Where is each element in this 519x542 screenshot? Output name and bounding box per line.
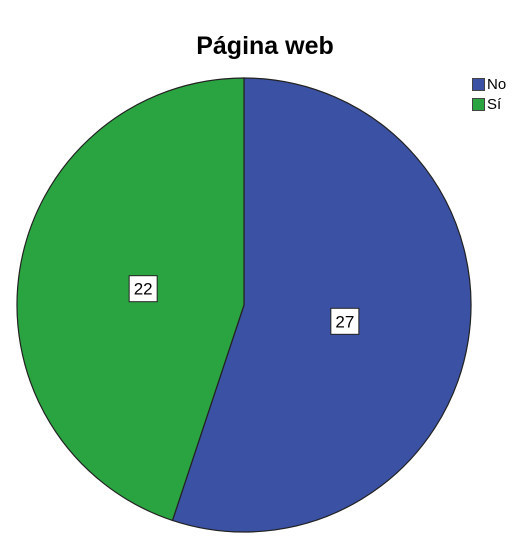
legend: No Sí	[472, 74, 506, 114]
pie-slice-no	[171, 77, 472, 533]
data-label-box	[330, 307, 360, 335]
legend-item-no: No	[472, 74, 506, 94]
legend-item-si: Sí	[472, 94, 506, 114]
legend-label-no: No	[487, 75, 507, 93]
legend-swatch-no	[472, 77, 485, 91]
data-label-no: 27	[330, 307, 360, 335]
data-label-s-: 22	[128, 275, 158, 303]
chart-title: Página web	[196, 32, 334, 60]
data-label-text: 22	[134, 280, 153, 299]
data-label-text: 27	[335, 312, 354, 331]
data-label-box	[128, 275, 158, 303]
legend-swatch-si	[472, 97, 485, 111]
legend-label-si: Sí	[487, 95, 502, 113]
